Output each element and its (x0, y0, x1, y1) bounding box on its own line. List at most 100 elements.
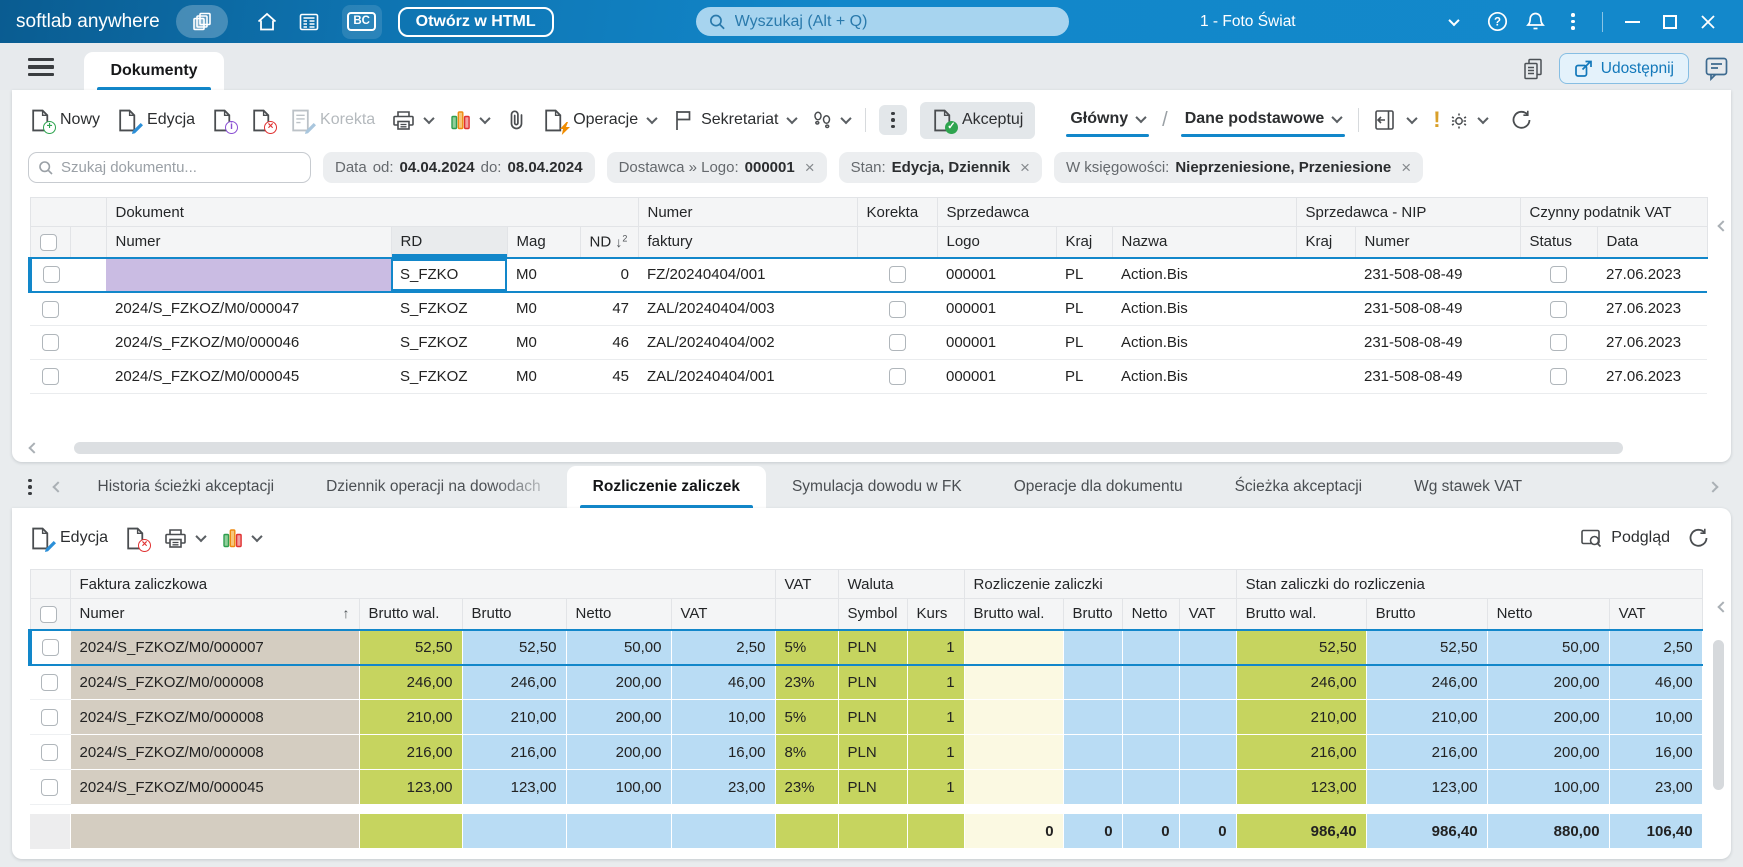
cell[interactable]: 8% (775, 735, 838, 770)
cell[interactable]: Action.Bis (1112, 258, 1296, 292)
cell[interactable]: 246,00 (462, 665, 566, 700)
cell[interactable]: 52,50 (1236, 630, 1366, 665)
preview-button[interactable]: Podgląd (1578, 524, 1672, 553)
cell[interactable]: 2024/S_FZKOZ/M0/000008 (70, 735, 359, 770)
document-search[interactable] (28, 152, 311, 183)
table-row[interactable]: 2024/S_FZKOZ/M0/000007 52,50 52,50 50,00… (30, 630, 1702, 665)
cell[interactable]: Action.Bis (1112, 360, 1296, 394)
cell[interactable]: 27.06.2023 (1597, 326, 1707, 360)
row-checkbox[interactable] (43, 266, 60, 283)
cell[interactable]: 2024/S_FZKOZ/M0/000008 (70, 665, 359, 700)
cell[interactable] (1179, 770, 1236, 805)
col-mag[interactable]: Mag (507, 227, 580, 258)
cell[interactable] (857, 326, 937, 360)
col-nazwa[interactable]: Nazwa (1112, 227, 1296, 258)
workspace-switcher-button[interactable] (176, 5, 228, 38)
cell[interactable]: 2024/S_FZKOZ/M0/000008 (70, 700, 359, 735)
document-info-button[interactable]: i (210, 105, 236, 136)
exit-view-button[interactable] (1372, 105, 1418, 135)
cell[interactable] (964, 700, 1063, 735)
cell[interactable] (857, 360, 937, 394)
comments-button[interactable] (1704, 56, 1729, 81)
cell[interactable]: Action.Bis (1112, 326, 1296, 360)
cell[interactable]: 23% (775, 665, 838, 700)
cell[interactable]: 2024/S_FZKOZ/M0/000045 (70, 770, 359, 805)
cell[interactable]: 246,00 (1236, 665, 1366, 700)
open-in-html-button[interactable]: Otwórz w HTML (398, 7, 554, 37)
col-symbol[interactable]: Symbol (838, 599, 907, 630)
global-search[interactable] (696, 7, 1069, 36)
filter-chip-dostawca[interactable]: Dostawca » Logo: 000001 × (607, 152, 827, 183)
cell[interactable] (1179, 735, 1236, 770)
cell[interactable]: S_FZKO (391, 258, 507, 292)
cell[interactable]: 100,00 (1487, 770, 1609, 805)
cell[interactable]: 10,00 (671, 700, 775, 735)
cell[interactable]: Action.Bis (1112, 292, 1296, 326)
view-selector-glowny[interactable]: Główny (1066, 104, 1149, 137)
cell[interactable]: 123,00 (359, 770, 462, 805)
col-logo[interactable]: Logo (937, 227, 1056, 258)
cell[interactable] (964, 630, 1063, 665)
table-row[interactable]: 2024/S_FZKOZ/M0/000045 S_FZKOZ M0 45 ZAL… (30, 360, 1707, 394)
share-button[interactable]: Udostępnij (1559, 53, 1689, 84)
cell[interactable]: 000001 (937, 360, 1056, 394)
help-button[interactable]: ? (1478, 5, 1516, 39)
close-button[interactable] (1689, 5, 1727, 39)
chart-button[interactable] (448, 106, 491, 134)
attachments-button[interactable] (504, 105, 528, 136)
cell[interactable] (1520, 360, 1597, 394)
cell[interactable]: ZAL/20240404/003 (638, 292, 857, 326)
cell[interactable] (1063, 735, 1122, 770)
tabs-scroll-left-icon[interactable] (52, 481, 63, 492)
tab-historia-sciezki-akceptacji[interactable]: Historia ścieżki akceptacji (72, 466, 301, 508)
col-brutto-wal[interactable]: Brutto wal. (964, 599, 1063, 630)
tab-rozliczenie-zaliczek[interactable]: Rozliczenie zaliczek (567, 466, 766, 508)
cell[interactable]: PLN (838, 630, 907, 665)
notifications-button[interactable] (1516, 5, 1554, 39)
cell[interactable] (30, 360, 70, 394)
row-checkbox[interactable] (42, 301, 59, 318)
maximize-button[interactable] (1651, 5, 1689, 39)
cell[interactable]: 46 (580, 326, 638, 360)
cell[interactable]: 1 (907, 770, 964, 805)
global-search-input[interactable] (735, 13, 1056, 31)
operations-button[interactable]: Operacje (541, 105, 658, 136)
cell[interactable]: 23% (775, 770, 838, 805)
cell[interactable] (1063, 770, 1122, 805)
cell[interactable] (1296, 326, 1355, 360)
cell[interactable]: 1 (907, 630, 964, 665)
col-vat[interactable]: VAT (1179, 599, 1236, 630)
col-brutto-wal[interactable]: Brutto wal. (359, 599, 462, 630)
cell[interactable]: 46,00 (1609, 665, 1702, 700)
bc-module-button[interactable]: BC (342, 5, 382, 39)
filter-chip-data[interactable]: Data od: 04.04.2024 do: 08.04.2024 (323, 152, 595, 183)
col-vat[interactable]: VAT (1609, 599, 1702, 630)
cell[interactable]: 1 (907, 735, 964, 770)
cell[interactable] (964, 770, 1063, 805)
cell[interactable]: M0 (507, 326, 580, 360)
document-search-input[interactable] (28, 152, 311, 183)
collapse-columns-icon[interactable] (1717, 601, 1728, 612)
select-all-cell[interactable] (30, 599, 70, 630)
cell[interactable]: 23,00 (671, 770, 775, 805)
cell[interactable] (70, 292, 106, 326)
row-checkbox[interactable] (42, 639, 59, 656)
accept-button[interactable]: ✓ Akceptuj (920, 102, 1035, 139)
cell[interactable]: 0 (580, 258, 638, 292)
tab-wg-stawek-vat[interactable]: Wg stawek VAT (1388, 466, 1548, 508)
cell[interactable]: 231-508-08-49 (1355, 258, 1520, 292)
refresh-button[interactable] (1685, 523, 1711, 553)
cell[interactable] (30, 735, 70, 770)
cell[interactable] (1179, 700, 1236, 735)
cell[interactable]: 246,00 (359, 665, 462, 700)
cell[interactable]: 5% (775, 700, 838, 735)
cell[interactable]: 10,00 (1609, 700, 1702, 735)
cell[interactable]: PL (1056, 292, 1112, 326)
cell[interactable]: ZAL/20240404/002 (638, 326, 857, 360)
cell[interactable]: 46,00 (671, 665, 775, 700)
cell[interactable]: M0 (507, 360, 580, 394)
cell[interactable]: 50,00 (566, 630, 671, 665)
cell[interactable]: 5% (775, 630, 838, 665)
cell[interactable]: PL (1056, 360, 1112, 394)
home-button[interactable] (246, 5, 288, 39)
